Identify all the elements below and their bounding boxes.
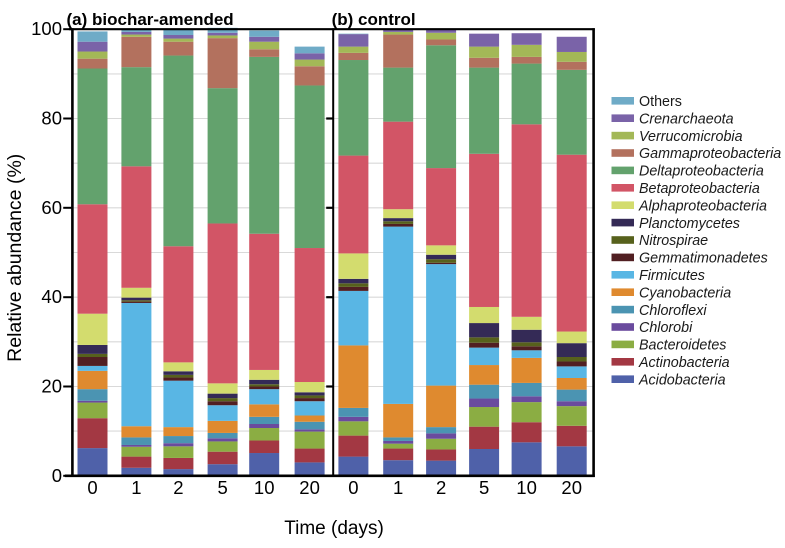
- svg-text:0: 0: [52, 465, 62, 486]
- svg-text:40: 40: [41, 286, 62, 307]
- svg-text:1: 1: [393, 477, 403, 498]
- svg-text:Betaproteobacteria: Betaproteobacteria: [639, 181, 760, 197]
- svg-text:Firmicutes: Firmicutes: [639, 268, 705, 284]
- svg-text:Deltaproteobacteria: Deltaproteobacteria: [639, 164, 764, 180]
- svg-text:Crenarchaeota: Crenarchaeota: [639, 111, 734, 127]
- svg-text:Chlorobi: Chlorobi: [639, 320, 693, 336]
- svg-text:Cyanobacteria: Cyanobacteria: [639, 285, 731, 301]
- svg-text:(a) biochar-amended: (a) biochar-amended: [67, 10, 234, 29]
- svg-text:10: 10: [254, 477, 275, 498]
- svg-text:0: 0: [87, 477, 97, 498]
- svg-text:10: 10: [516, 477, 537, 498]
- svg-text:80: 80: [41, 108, 62, 129]
- svg-text:Gammaproteobacteria: Gammaproteobacteria: [639, 146, 781, 162]
- svg-text:Others: Others: [639, 94, 682, 110]
- svg-text:Bacteroidetes: Bacteroidetes: [639, 338, 726, 354]
- svg-text:2: 2: [173, 477, 183, 498]
- svg-text:Alphaproteobacteria: Alphaproteobacteria: [638, 198, 767, 214]
- svg-text:Gemmatimonadetes: Gemmatimonadetes: [639, 251, 768, 267]
- svg-text:Nitrospirae: Nitrospirae: [639, 233, 708, 249]
- svg-text:20: 20: [561, 477, 582, 498]
- svg-text:100: 100: [31, 18, 62, 39]
- svg-text:Verrucomicrobia: Verrucomicrobia: [639, 129, 743, 145]
- svg-text:20: 20: [299, 477, 320, 498]
- svg-text:1: 1: [131, 477, 141, 498]
- svg-text:Planctomycetes: Planctomycetes: [639, 216, 740, 232]
- svg-text:5: 5: [479, 477, 489, 498]
- svg-text:Chloroflexi: Chloroflexi: [639, 303, 707, 319]
- svg-text:0: 0: [348, 477, 358, 498]
- svg-text:(b) control: (b) control: [332, 10, 416, 29]
- svg-text:5: 5: [217, 477, 227, 498]
- svg-text:Relative abundance (%): Relative abundance (%): [4, 154, 26, 362]
- svg-text:Time (days): Time (days): [284, 518, 384, 539]
- svg-text:Actinobacteria: Actinobacteria: [638, 355, 730, 371]
- svg-text:20: 20: [41, 376, 62, 397]
- svg-text:60: 60: [41, 197, 62, 218]
- svg-text:2: 2: [436, 477, 446, 498]
- svg-text:Acidobacteria: Acidobacteria: [638, 372, 726, 388]
